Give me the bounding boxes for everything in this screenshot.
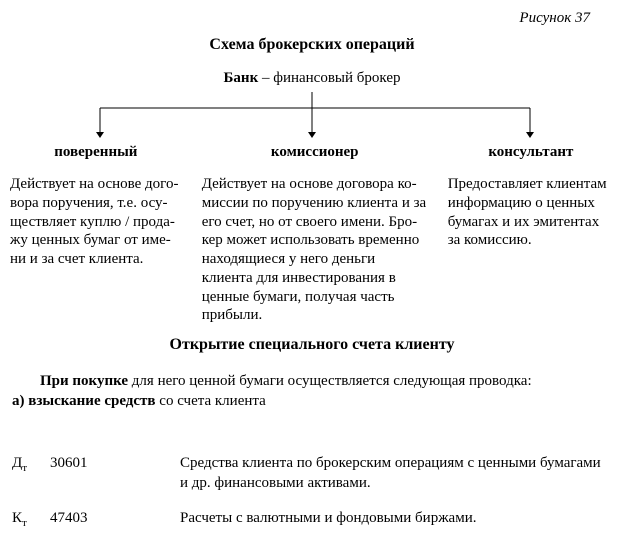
paragraph: При покупке для него ценной бумаги осуще… xyxy=(12,372,612,411)
branch-3: консультант Предоставляет клиен­там инфо… xyxy=(438,144,624,325)
entry-row: Дт 30601 Средства клиента по брокерским … xyxy=(12,454,612,493)
entry-desc: Средства клиента по брокерским операциям… xyxy=(180,454,612,493)
branches-row: поверенный Действует на основе дого­вора… xyxy=(0,144,624,325)
entry-desc: Расчеты с валютными и фондовыми биржами. xyxy=(180,509,612,530)
figure-label: Рисунок 37 xyxy=(519,10,590,27)
para-line2-bold: а) взыскание средств xyxy=(12,393,156,409)
branch-3-body: Предоставляет клиен­там информацию о цен… xyxy=(448,175,614,250)
section-subtitle: Открытие специального счета клиенту xyxy=(0,336,624,354)
para-line1-rest: для него ценной бумаги осуществляется сл… xyxy=(128,373,532,389)
root-node-label: Банк – финансовый брокер xyxy=(0,70,624,87)
entry-code: 47403 xyxy=(50,509,180,530)
diagram-title: Схема брокерских операций xyxy=(0,36,624,54)
para-line2-rest: со счета клиента xyxy=(156,393,266,409)
branch-3-head: консультант xyxy=(448,144,614,161)
para-line1-bold: При покупке xyxy=(40,373,128,389)
entry-code: 30601 xyxy=(50,454,180,493)
entry-row: Кт 47403 Расчеты с валютными и фондовыми… xyxy=(12,509,612,530)
branch-1-body: Действует на основе дого­вора поручения,… xyxy=(10,175,182,269)
branch-1-head: поверенный xyxy=(10,144,182,161)
branch-2-head: комиссионер xyxy=(202,144,428,161)
branch-1: поверенный Действует на основе дого­вора… xyxy=(0,144,192,325)
page: Рисунок 37 Схема брокерских операций Бан… xyxy=(0,0,624,544)
branch-2: комиссионер Действует на основе договора… xyxy=(192,144,438,325)
root-rest: – финансовый брокер xyxy=(258,70,400,86)
entry-key: Кт xyxy=(12,509,50,530)
tree-connectors xyxy=(0,90,624,145)
accounting-entries: Дт 30601 Средства клиента по брокерским … xyxy=(12,454,612,546)
branch-2-body: Действует на основе договора ко­миссии п… xyxy=(202,175,428,325)
entry-key: Дт xyxy=(12,454,50,493)
root-bold: Банк xyxy=(224,70,259,86)
